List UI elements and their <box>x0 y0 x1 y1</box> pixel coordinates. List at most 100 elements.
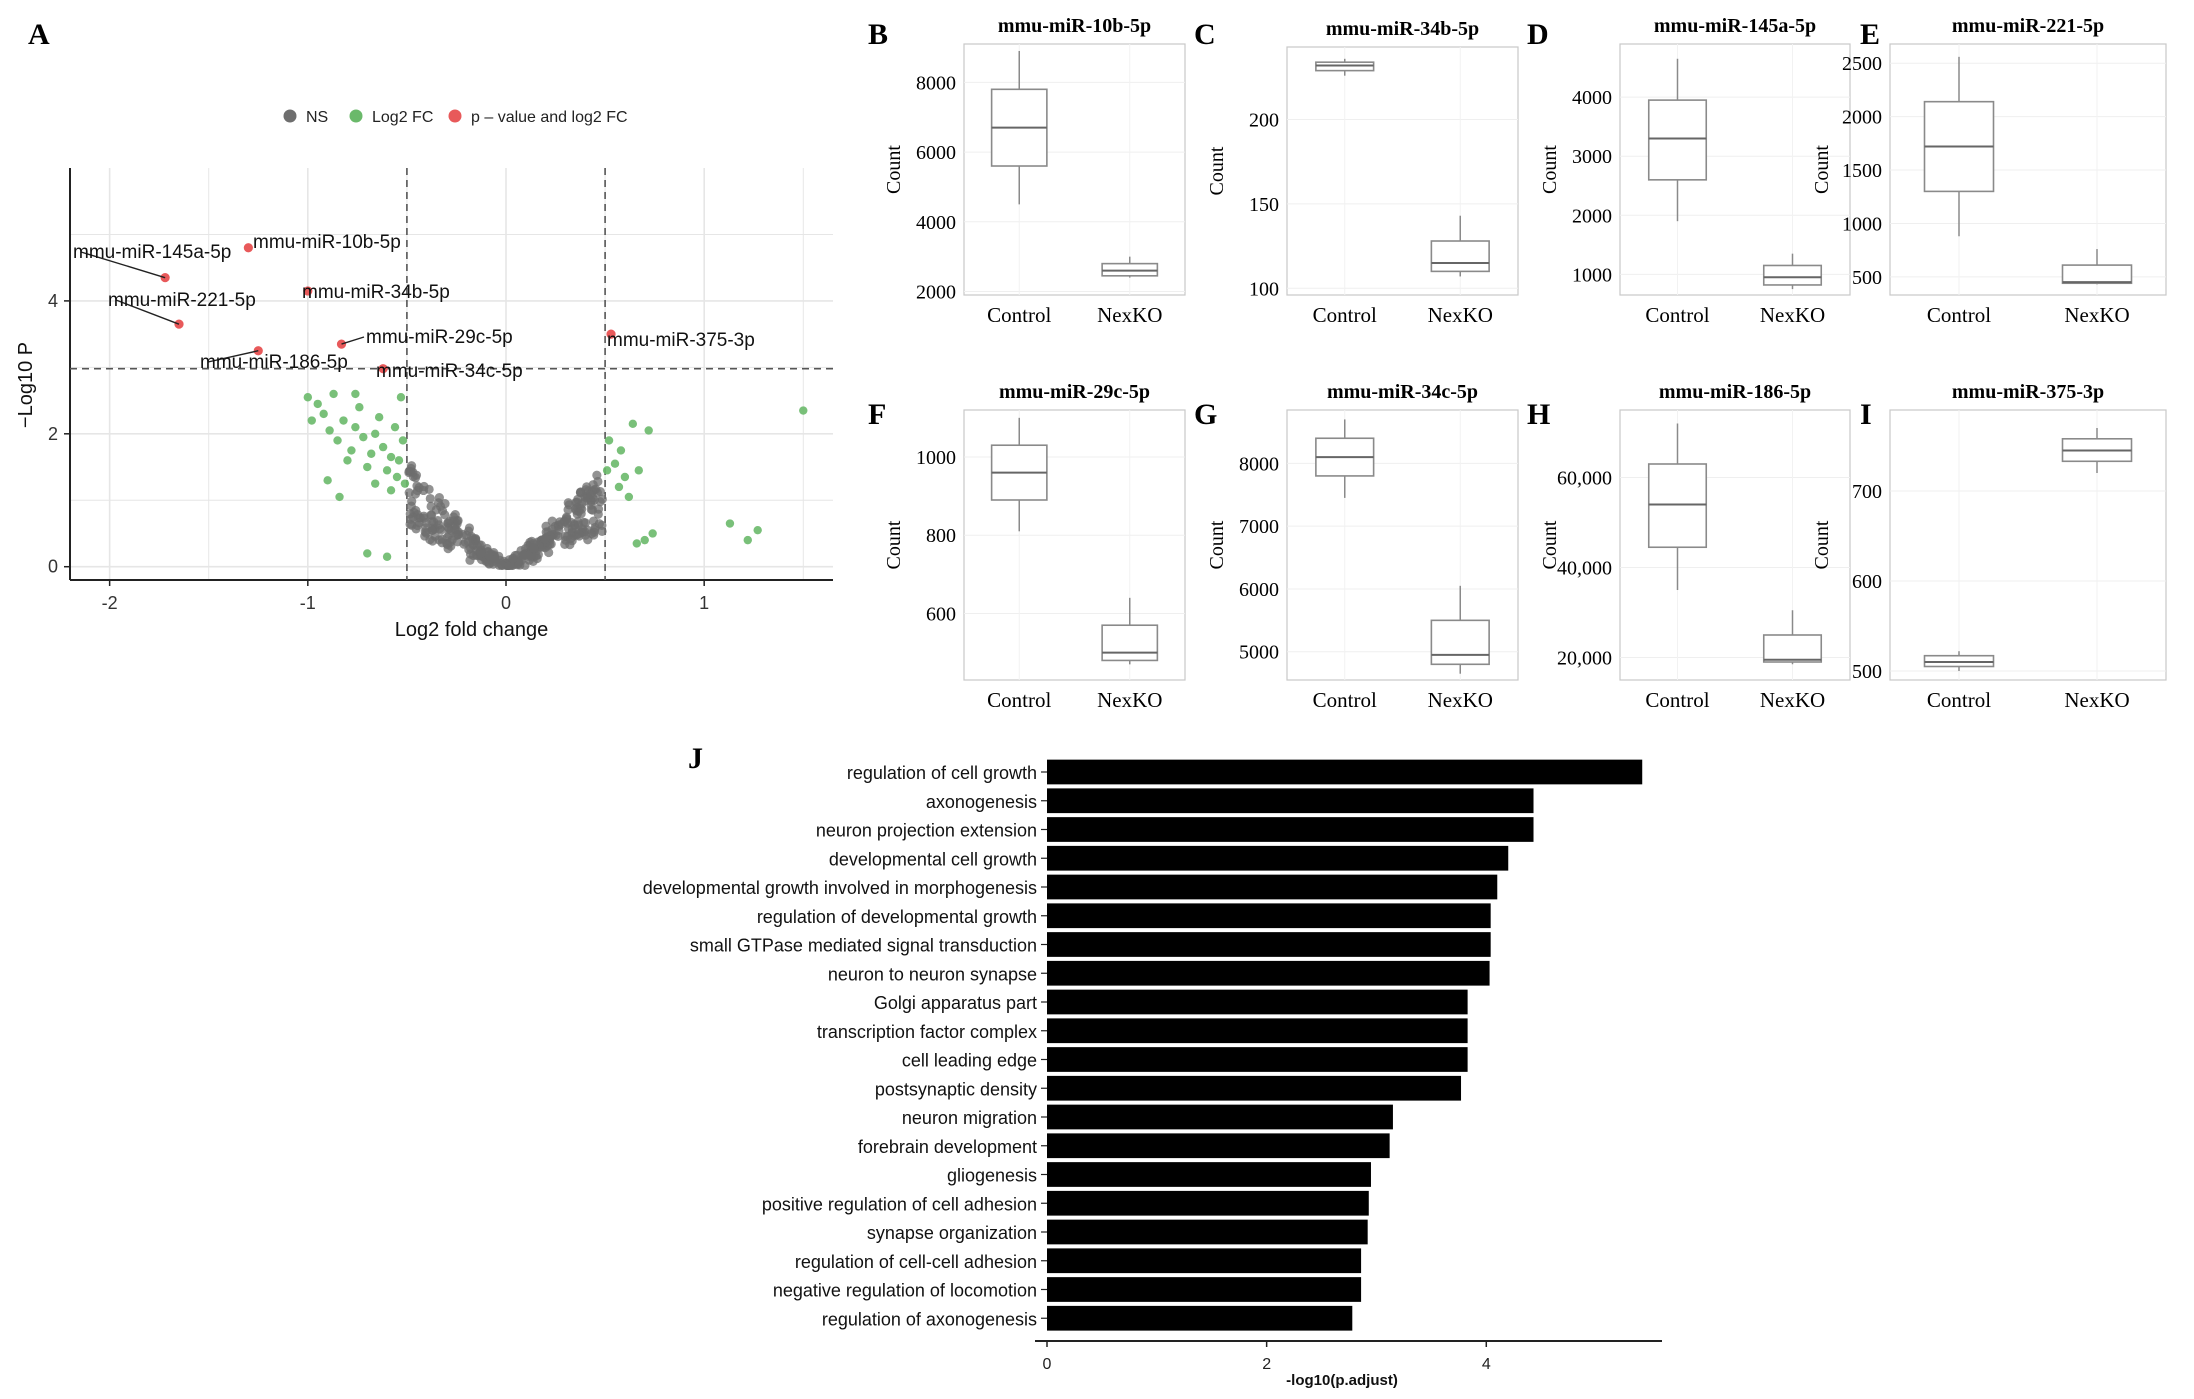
bar-category-label: developmental growth involved in morphog… <box>643 878 1037 898</box>
volcano-ns-point <box>440 499 450 509</box>
volcano-fc-point <box>371 429 380 439</box>
volcano-label-connector <box>207 350 259 363</box>
volcano-ns-point <box>563 498 573 508</box>
volcano-fc-point <box>359 432 368 442</box>
bar-x-tick-label: 0 <box>1043 1356 1052 1373</box>
enrichment-bar <box>1047 788 1534 814</box>
volcano-fc-point <box>799 406 808 415</box>
volcano-fc-point <box>386 486 396 495</box>
bar-category-label: regulation of cell growth <box>847 763 1037 783</box>
volcano-fc-point <box>307 416 316 425</box>
box-y-tick-label: 1500 <box>1842 160 1882 182</box>
volcano-point-label: mmu-miR-375-3p <box>607 330 755 351</box>
volcano-fc-point <box>355 403 364 412</box>
volcano-ns-point <box>420 527 430 537</box>
volcano-fc-point <box>743 535 752 545</box>
volcano-legend-marker <box>448 109 462 123</box>
volcano-ns-point <box>529 543 539 553</box>
volcano-fc-point <box>382 466 392 475</box>
volcano-ns-point <box>434 492 444 503</box>
volcano-ns-point <box>426 501 436 511</box>
enrichment-bar <box>1047 1133 1390 1159</box>
volcano-fc-point <box>616 446 626 455</box>
volcano-ns-point <box>411 505 421 516</box>
box-panel-c: 100 150 200 Control NexKO mmu-miR-34b-5p Count <box>1206 18 1519 327</box>
volcano-y-tick-label: 0 <box>48 557 58 577</box>
volcano-ns-point <box>540 534 550 544</box>
box-y-tick-label: 1000 <box>916 447 956 469</box>
volcano-ns-point <box>593 504 604 514</box>
volcano-fc-point <box>640 535 649 545</box>
panel-letter-j: J <box>688 742 703 775</box>
volcano-ns-point <box>597 526 607 536</box>
volcano-ns-point <box>472 541 483 551</box>
enrichment-bar <box>1047 1104 1393 1130</box>
enrichment-bar <box>1047 1190 1369 1216</box>
box-category-label: NexKO <box>1428 688 1493 712</box>
bar-category-label: postsynaptic density <box>875 1079 1037 1099</box>
volcano-ns-point <box>496 559 506 569</box>
enrichment-bar <box>1047 874 1498 900</box>
enrichment-bar <box>1047 1018 1468 1044</box>
volcano-fc-point <box>382 552 392 561</box>
volcano-x-axis-label: Log2 fold change <box>395 619 548 641</box>
box-iqr <box>1430 240 1490 273</box>
volcano-fc-point <box>363 462 372 472</box>
box-plot-title: mmu-miR-375-3p <box>1952 381 2104 403</box>
panel-letter-b: B <box>868 18 888 51</box>
box-y-tick-label: 100 <box>1249 278 1279 300</box>
volcano-ns-point <box>435 524 445 534</box>
box-category-label: Control <box>1313 303 1377 327</box>
volcano-fc-point <box>339 416 348 425</box>
box-plot-title: mmu-miR-145a-5p <box>1654 15 1816 37</box>
volcano-legend-marker <box>349 109 363 123</box>
bar-category-label: developmental cell growth <box>829 849 1037 869</box>
box-iqr <box>1762 264 1823 286</box>
volcano-fc-point <box>624 492 634 502</box>
volcano-ns-point <box>592 470 602 480</box>
volcano-ns-point <box>566 517 576 527</box>
volcano-ns-point <box>484 550 494 561</box>
volcano-ns-point <box>425 493 435 504</box>
box-y-tick-label: 20,000 <box>1557 648 1612 670</box>
box-y-tick-label: 800 <box>926 525 956 547</box>
bar-x-tick-label: 4 <box>1482 1356 1491 1373</box>
box-iqr <box>1762 634 1823 663</box>
volcano-legend-label: Log2 FC <box>372 109 433 126</box>
enrichment-bar <box>1047 1248 1362 1274</box>
enrichment-bar <box>1047 960 1490 986</box>
box-y-tick-label: 1000 <box>1572 264 1612 286</box>
volcano-fc-point <box>725 519 735 528</box>
volcano-point-label: mmu-miR-186-5p <box>200 352 348 373</box>
box-y-tick-label: 600 <box>1852 571 1882 593</box>
bar-category-label: positive regulation of cell adhesion <box>762 1194 1037 1214</box>
volcano-y-axis-label: −Log10 P <box>15 342 37 428</box>
box-y-axis-label: Count <box>1206 520 1228 569</box>
volcano-legend-marker <box>283 109 297 123</box>
box-y-tick-label: 2000 <box>1842 107 1882 129</box>
volcano-fc-point <box>398 436 408 445</box>
volcano-ns-point <box>460 537 471 547</box>
volcano-fc-point <box>343 456 352 465</box>
box-y-tick-label: 1000 <box>1842 213 1882 235</box>
volcano-fc-point <box>363 549 372 558</box>
volcano-fc-point <box>602 466 612 475</box>
box-category-label: NexKO <box>1760 688 1825 712</box>
volcano-ns-point <box>430 531 440 541</box>
bar-category-label: neuron projection extension <box>816 821 1037 841</box>
volcano-ns-point <box>424 484 434 494</box>
volcano-ns-point <box>595 486 605 497</box>
volcano-legend-label: p – value and log2 FC <box>471 109 628 126</box>
box-panel-d: 1000 2000 3000 4000 Control NexKO mmu-miR-145a… <box>1539 15 1851 327</box>
volcano-label-connector <box>80 251 166 279</box>
box-category-label: NexKO <box>1097 688 1162 712</box>
bar-category-label: forebrain development <box>858 1137 1037 1157</box>
volcano-fc-point <box>303 393 313 402</box>
volcano-fc-point <box>628 419 638 429</box>
volcano-label-connector <box>115 299 180 325</box>
box-y-tick-label: 2500 <box>1842 53 1882 75</box>
volcano-fc-point <box>394 456 404 465</box>
enrichment-bar <box>1047 759 1643 785</box>
bar-category-label: gliogenesis <box>947 1166 1037 1186</box>
volcano-significant-point <box>243 243 253 253</box>
